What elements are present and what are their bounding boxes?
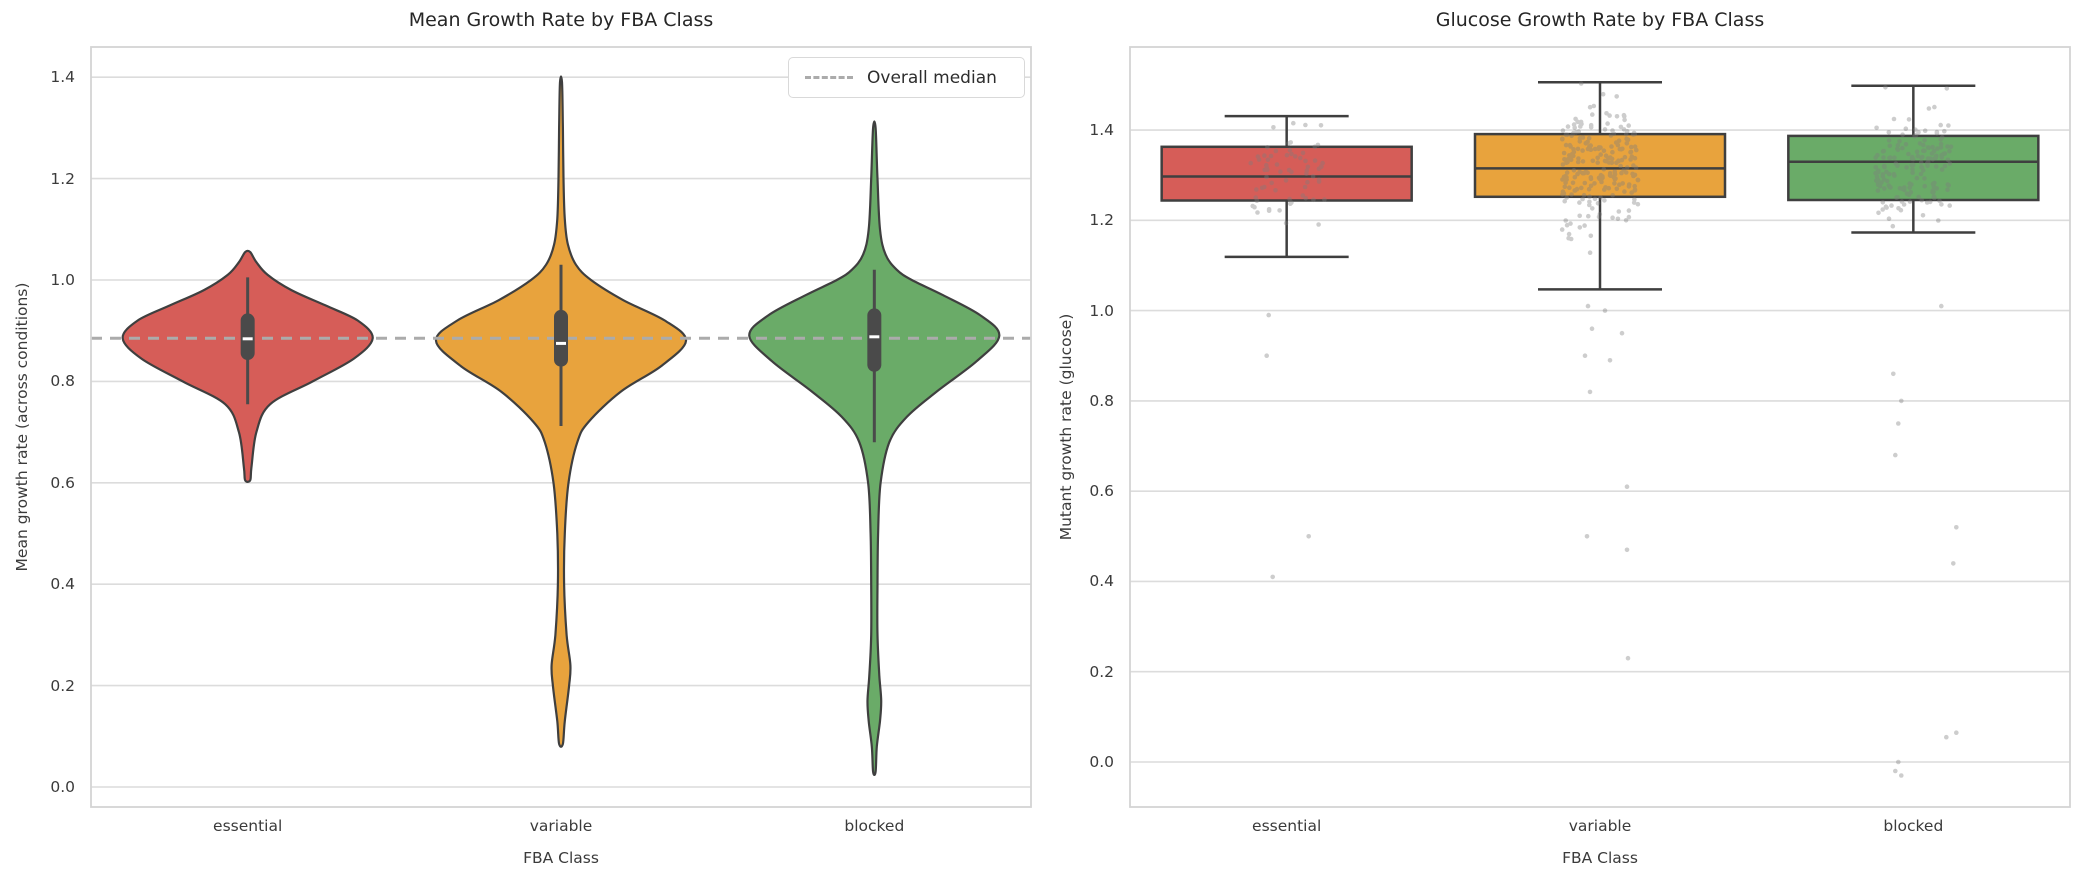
- outlier-point: [1607, 358, 1613, 363]
- y-tick-label: 0.0: [50, 778, 75, 797]
- x-tick-label: essential: [213, 817, 283, 835]
- left-y-axis-label: Mean growth rate (across conditions): [13, 282, 31, 572]
- box-variable: [1473, 132, 1727, 199]
- outlier-point: [1587, 389, 1593, 395]
- right-chart-plot-area: [1129, 46, 2071, 808]
- violin-median-mark: [556, 341, 566, 345]
- y-tick-label: 0.2: [1089, 662, 1114, 681]
- outlier-point: [1624, 547, 1630, 553]
- outlier-point: [1585, 303, 1591, 309]
- outlier-point: [1266, 312, 1271, 318]
- axes-frame: [90, 46, 1032, 808]
- y-tick-label: 1.2: [1089, 211, 1114, 230]
- outlier-point: [1954, 730, 1959, 735]
- axes-frame: [1129, 46, 2071, 808]
- right-x-axis-label: FBA Class: [1562, 849, 1638, 867]
- violin-inner-box: [867, 308, 882, 372]
- outlier-point: [1584, 534, 1590, 539]
- y-tick-label: 0.2: [50, 676, 75, 695]
- y-tick-label: 0.4: [1089, 572, 1114, 591]
- outlier-point: [1264, 353, 1269, 359]
- right-chart-title: Glucose Growth Rate by FBA Class: [1435, 9, 1765, 31]
- outlier-point: [1899, 398, 1904, 404]
- x-tick-label: blocked: [844, 817, 905, 835]
- y-tick-label: 0.6: [50, 473, 75, 492]
- left-chart-plot-area: [90, 46, 1032, 808]
- outlier-point: [1899, 773, 1904, 778]
- outlier-point: [1939, 303, 1944, 309]
- outlier-point: [1891, 371, 1896, 377]
- outlier-point: [1270, 574, 1275, 580]
- outlier-point: [1893, 452, 1898, 458]
- violin-blocked: [748, 120, 1001, 777]
- box-essential: [1160, 145, 1413, 202]
- y-tick-label: 1.0: [50, 270, 75, 289]
- violin-inner-box: [240, 313, 255, 360]
- left-chart-title: Mean Growth Rate by FBA Class: [408, 9, 714, 31]
- outlier-point: [1893, 768, 1898, 774]
- legend-label: Overall median: [867, 67, 997, 88]
- x-tick-label: variable: [1568, 817, 1632, 835]
- outlier-point: [1582, 353, 1588, 359]
- y-tick-label: 0.8: [1089, 391, 1114, 410]
- outlier-point: [1624, 484, 1630, 490]
- y-tick-label: 1.0: [1089, 301, 1114, 320]
- outlier-point: [1306, 534, 1311, 539]
- violin-inner-box: [554, 309, 568, 367]
- left-x-axis-label: FBA Class: [523, 849, 599, 867]
- box-blocked: [1787, 134, 2040, 202]
- violin-median-mark: [242, 337, 253, 341]
- y-tick-label: 0.0: [1089, 752, 1114, 771]
- outlier-point: [1954, 525, 1959, 530]
- outlier-point: [1619, 330, 1625, 336]
- outlier-point: [1944, 734, 1949, 740]
- outlier-point: [1951, 561, 1956, 566]
- outlier-point: [1602, 308, 1608, 313]
- right-y-axis-label: Mutant growth rate (glucose): [1057, 313, 1075, 541]
- outlier-point: [1896, 759, 1901, 765]
- legend-dashed-line-icon: [805, 76, 853, 79]
- y-tick-label: 0.8: [50, 372, 75, 391]
- outlier-point: [1896, 421, 1901, 426]
- x-tick-label: blocked: [1883, 817, 1944, 835]
- legend-box: Overall median: [788, 57, 1025, 98]
- strip-points-variable: [1559, 81, 1641, 661]
- y-tick-label: 1.4: [50, 68, 75, 87]
- y-tick-label: 0.6: [1089, 482, 1114, 501]
- y-tick-label: 0.4: [50, 575, 75, 594]
- outlier-point: [1589, 326, 1595, 332]
- violin-median-mark: [869, 335, 880, 339]
- strip-points-essential: [1248, 120, 1327, 580]
- outlier-point: [1625, 655, 1631, 661]
- y-tick-label: 1.2: [50, 169, 75, 188]
- x-tick-label: variable: [529, 817, 593, 835]
- y-tick-label: 1.4: [1089, 121, 1114, 140]
- strip-points-blocked: [1873, 85, 1959, 778]
- x-tick-label: essential: [1252, 817, 1322, 835]
